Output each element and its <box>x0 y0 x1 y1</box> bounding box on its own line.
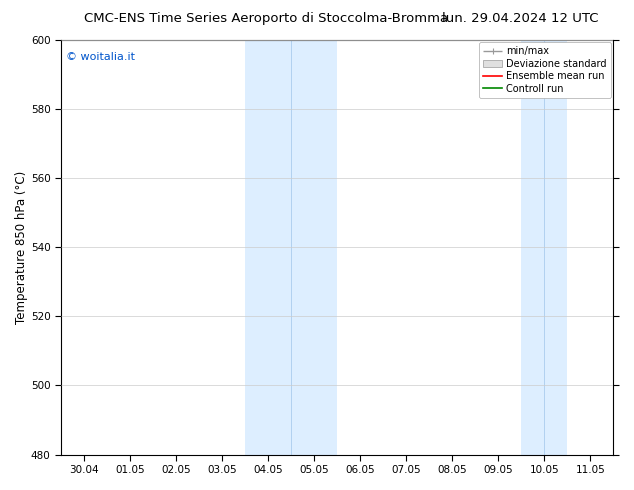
Text: © woitalia.it: © woitalia.it <box>67 52 136 62</box>
Legend: min/max, Deviazione standard, Ensemble mean run, Controll run: min/max, Deviazione standard, Ensemble m… <box>479 43 611 98</box>
Text: CMC-ENS Time Series Aeroporto di Stoccolma-Bromma: CMC-ENS Time Series Aeroporto di Stoccol… <box>84 12 448 25</box>
Y-axis label: Temperature 850 hPa (°C): Temperature 850 hPa (°C) <box>15 171 28 324</box>
Bar <box>245 40 337 455</box>
Bar <box>521 40 567 455</box>
Text: lun. 29.04.2024 12 UTC: lun. 29.04.2024 12 UTC <box>442 12 598 25</box>
